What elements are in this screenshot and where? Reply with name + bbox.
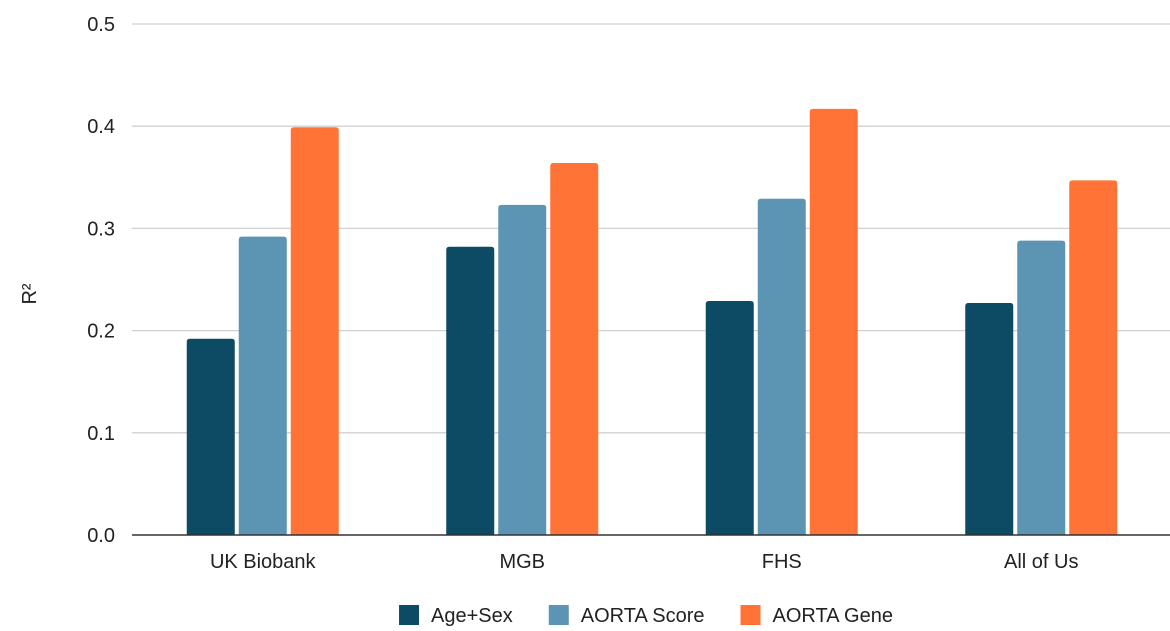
legend: Age+Sex AORTA Score AORTA Gene [399, 605, 893, 627]
legend-swatch [548, 605, 569, 625]
y-tick-label: 0.3 [87, 218, 115, 240]
bars [186, 108, 1118, 536]
y-axis-ticks: 0.0 0.1 0.2 0.3 0.4 0.5 [87, 14, 115, 547]
y-axis-title: R² [19, 283, 41, 304]
bar-aorta-gene-uk-biobank [290, 127, 339, 536]
y-tick-label: 0.4 [87, 116, 115, 138]
bar-age-sex-mgb [446, 246, 495, 535]
bar-age-sex-all-of-us [965, 303, 1014, 535]
y-tick-label: 0.2 [87, 321, 115, 343]
bar-aorta-gene-fhs [809, 108, 858, 536]
legend-label: AORTA Score [581, 605, 705, 627]
bar-aorta-gene-mgb [550, 162, 599, 535]
y-tick-label: 0.0 [87, 525, 115, 547]
x-category-label: FHS [762, 551, 802, 573]
bar-aorta-score-uk-biobank [238, 236, 287, 536]
x-category-label: All of Us [1004, 551, 1078, 573]
legend-label: AORTA Gene [773, 605, 893, 627]
y-tick-label: 0.1 [87, 423, 115, 445]
bar-age-sex-fhs [705, 300, 754, 535]
legend-label: Age+Sex [431, 605, 513, 627]
bar-age-sex-uk-biobank [186, 338, 235, 535]
x-category-label: UK Biobank [210, 551, 317, 573]
bar-aorta-gene-all-of-us [1069, 180, 1118, 535]
x-axis-categories: UK Biobank MGB FHS All of Us [210, 551, 1079, 573]
gridlines [132, 23, 1170, 434]
bar-aorta-score-all-of-us [1017, 240, 1066, 535]
bar-aorta-score-mgb [498, 204, 547, 536]
legend-swatch [740, 605, 761, 625]
x-category-label: MGB [499, 551, 545, 573]
y-tick-label: 0.5 [87, 14, 115, 36]
bar-aorta-score-fhs [757, 198, 806, 535]
legend-swatch [399, 605, 420, 625]
